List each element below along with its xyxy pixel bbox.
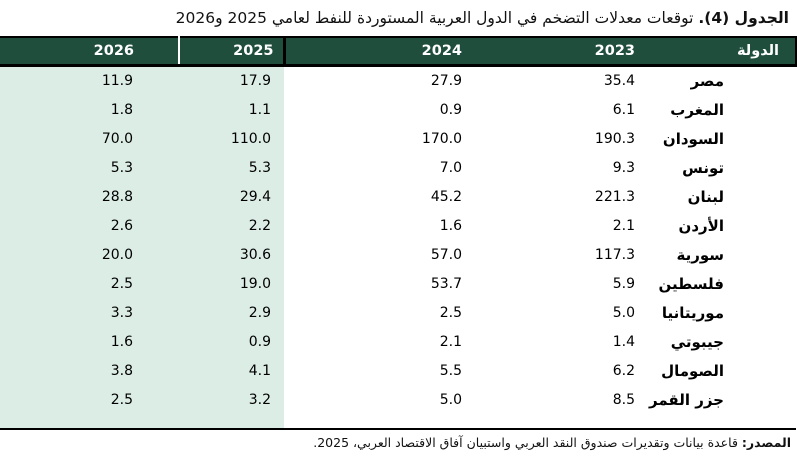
table-row-lebanon: لبنان 221.3 45.2 29.4 28.8 [0, 182, 796, 212]
value-2025: 1.1 [179, 95, 284, 125]
table-row-palestine: فلسطين 5.9 53.7 19.0 2.5 [0, 269, 796, 299]
value-2026: 28.8 [0, 182, 179, 212]
country-cell: مصر [639, 65, 796, 96]
value-2024: 2.1 [284, 327, 464, 357]
source-note: المصدر: قاعدة بيانات وتقديرات صندوق النق… [0, 430, 797, 450]
value-2024: 170.0 [284, 124, 464, 154]
country-cell: فلسطين [639, 269, 796, 299]
table-row-comoros: جزر القمر 8.5 5.0 3.2 2.5 [0, 385, 796, 415]
source-text: قاعدة بيانات وتقديرات صندوق النقد العربي… [313, 434, 742, 450]
value-2024: 45.2 [284, 182, 464, 212]
value-2025: 2.2 [179, 211, 284, 241]
value-2023: 9.3 [464, 153, 639, 183]
country-cell: جزر القمر [639, 385, 796, 415]
value-2023: 5.0 [464, 298, 639, 328]
table-row-djibouti: جيبوتي 1.4 2.1 0.9 1.6 [0, 327, 796, 357]
value-2026: 20.0 [0, 240, 179, 270]
value-2023: 2.1 [464, 211, 639, 241]
value-2024: 7.0 [284, 153, 464, 183]
inflation-table: الدولة 2023 2024 2025 2026 مصر 35.4 27.9… [0, 35, 797, 430]
value-2024: 57.0 [284, 240, 464, 270]
value-2023: 117.3 [464, 240, 639, 270]
header-2024: 2024 [284, 35, 464, 67]
value-2026: 2.5 [0, 269, 179, 299]
value-2025: 0.9 [179, 327, 284, 357]
source-label: المصدر: [741, 434, 791, 450]
table-title-number: الجدول (4). [698, 9, 789, 27]
value-2023: 6.1 [464, 95, 639, 125]
value-2023: 6.2 [464, 356, 639, 386]
value-2023: 1.4 [464, 327, 639, 357]
value-2026: 2.6 [0, 211, 179, 241]
value-2026: 2.5 [0, 385, 179, 415]
table-title-text: توقعات معدلات التضخم في الدول العربية ال… [175, 9, 699, 27]
table-row-morocco: المغرب 6.1 0.9 1.1 1.8 [0, 95, 796, 125]
value-2023: 190.3 [464, 124, 639, 154]
header-country-label: الدولة [736, 42, 779, 59]
value-2026: 1.6 [0, 327, 179, 357]
value-2025: 110.0 [179, 124, 284, 154]
value-2023: 221.3 [464, 182, 639, 212]
table-body: مصر 35.4 27.9 17.9 11.9 المغرب 6.1 0.9 1… [0, 65, 796, 430]
table-row-tunisia: تونس 9.3 7.0 5.3 5.3 [0, 153, 796, 183]
value-2025: 2.9 [179, 298, 284, 328]
country-cell: الأردن [639, 211, 796, 241]
value-2024: 0.9 [284, 95, 464, 125]
country-cell: الصومال [639, 356, 796, 386]
value-2025: 5.3 [179, 153, 284, 183]
value-2023: 5.9 [464, 269, 639, 299]
value-2024: 5.5 [284, 356, 464, 386]
header-2025: 2025 [178, 35, 286, 67]
value-2023: 8.5 [464, 385, 639, 415]
country-cell: جيبوتي [639, 327, 796, 357]
value-2025: 30.6 [179, 240, 284, 270]
value-2025: 17.9 [179, 65, 284, 96]
value-2025: 29.4 [179, 182, 284, 212]
value-2025: 4.1 [179, 356, 284, 386]
table-bottom-spacer [0, 414, 796, 430]
value-2026: 70.0 [0, 124, 179, 154]
value-2025: 19.0 [179, 269, 284, 299]
table-row-jordan: الأردن 2.1 1.6 2.2 2.6 [0, 211, 796, 241]
value-2026: 5.3 [0, 153, 179, 183]
header-2026: 2026 [0, 35, 179, 67]
value-2026: 1.8 [0, 95, 179, 125]
value-2024: 5.0 [284, 385, 464, 415]
value-2026: 3.8 [0, 356, 179, 386]
country-cell: تونس [639, 153, 796, 183]
value-2024: 53.7 [284, 269, 464, 299]
value-2023: 35.4 [464, 65, 639, 96]
country-cell: لبنان [639, 182, 796, 212]
value-2026: 3.3 [0, 298, 179, 328]
header-country: الدولة [639, 35, 797, 67]
country-cell: السودان [639, 124, 796, 154]
table-row-somalia: الصومال 6.2 5.5 4.1 3.8 [0, 356, 796, 386]
country-cell: المغرب [639, 95, 796, 125]
table-row-mauritania: موريتانيا 5.0 2.5 2.9 3.3 [0, 298, 796, 328]
table-row-syria: سورية 117.3 57.0 30.6 20.0 [0, 240, 796, 270]
value-2024: 1.6 [284, 211, 464, 241]
country-cell: سورية [639, 240, 796, 270]
value-2024: 2.5 [284, 298, 464, 328]
value-2024: 27.9 [284, 65, 464, 96]
table-header: الدولة 2023 2024 2025 2026 [0, 35, 797, 67]
country-cell: موريتانيا [639, 298, 796, 328]
table-title: الجدول (4). توقعات معدلات التضخم في الدو… [0, 0, 797, 36]
value-2026: 11.9 [0, 65, 179, 96]
value-2025: 3.2 [179, 385, 284, 415]
header-row: الدولة 2023 2024 2025 2026 [0, 35, 797, 67]
table-row-sudan: السودان 190.3 170.0 110.0 70.0 [0, 124, 796, 154]
header-2023: 2023 [464, 35, 639, 67]
table-row-egypt: مصر 35.4 27.9 17.9 11.9 [0, 65, 796, 96]
